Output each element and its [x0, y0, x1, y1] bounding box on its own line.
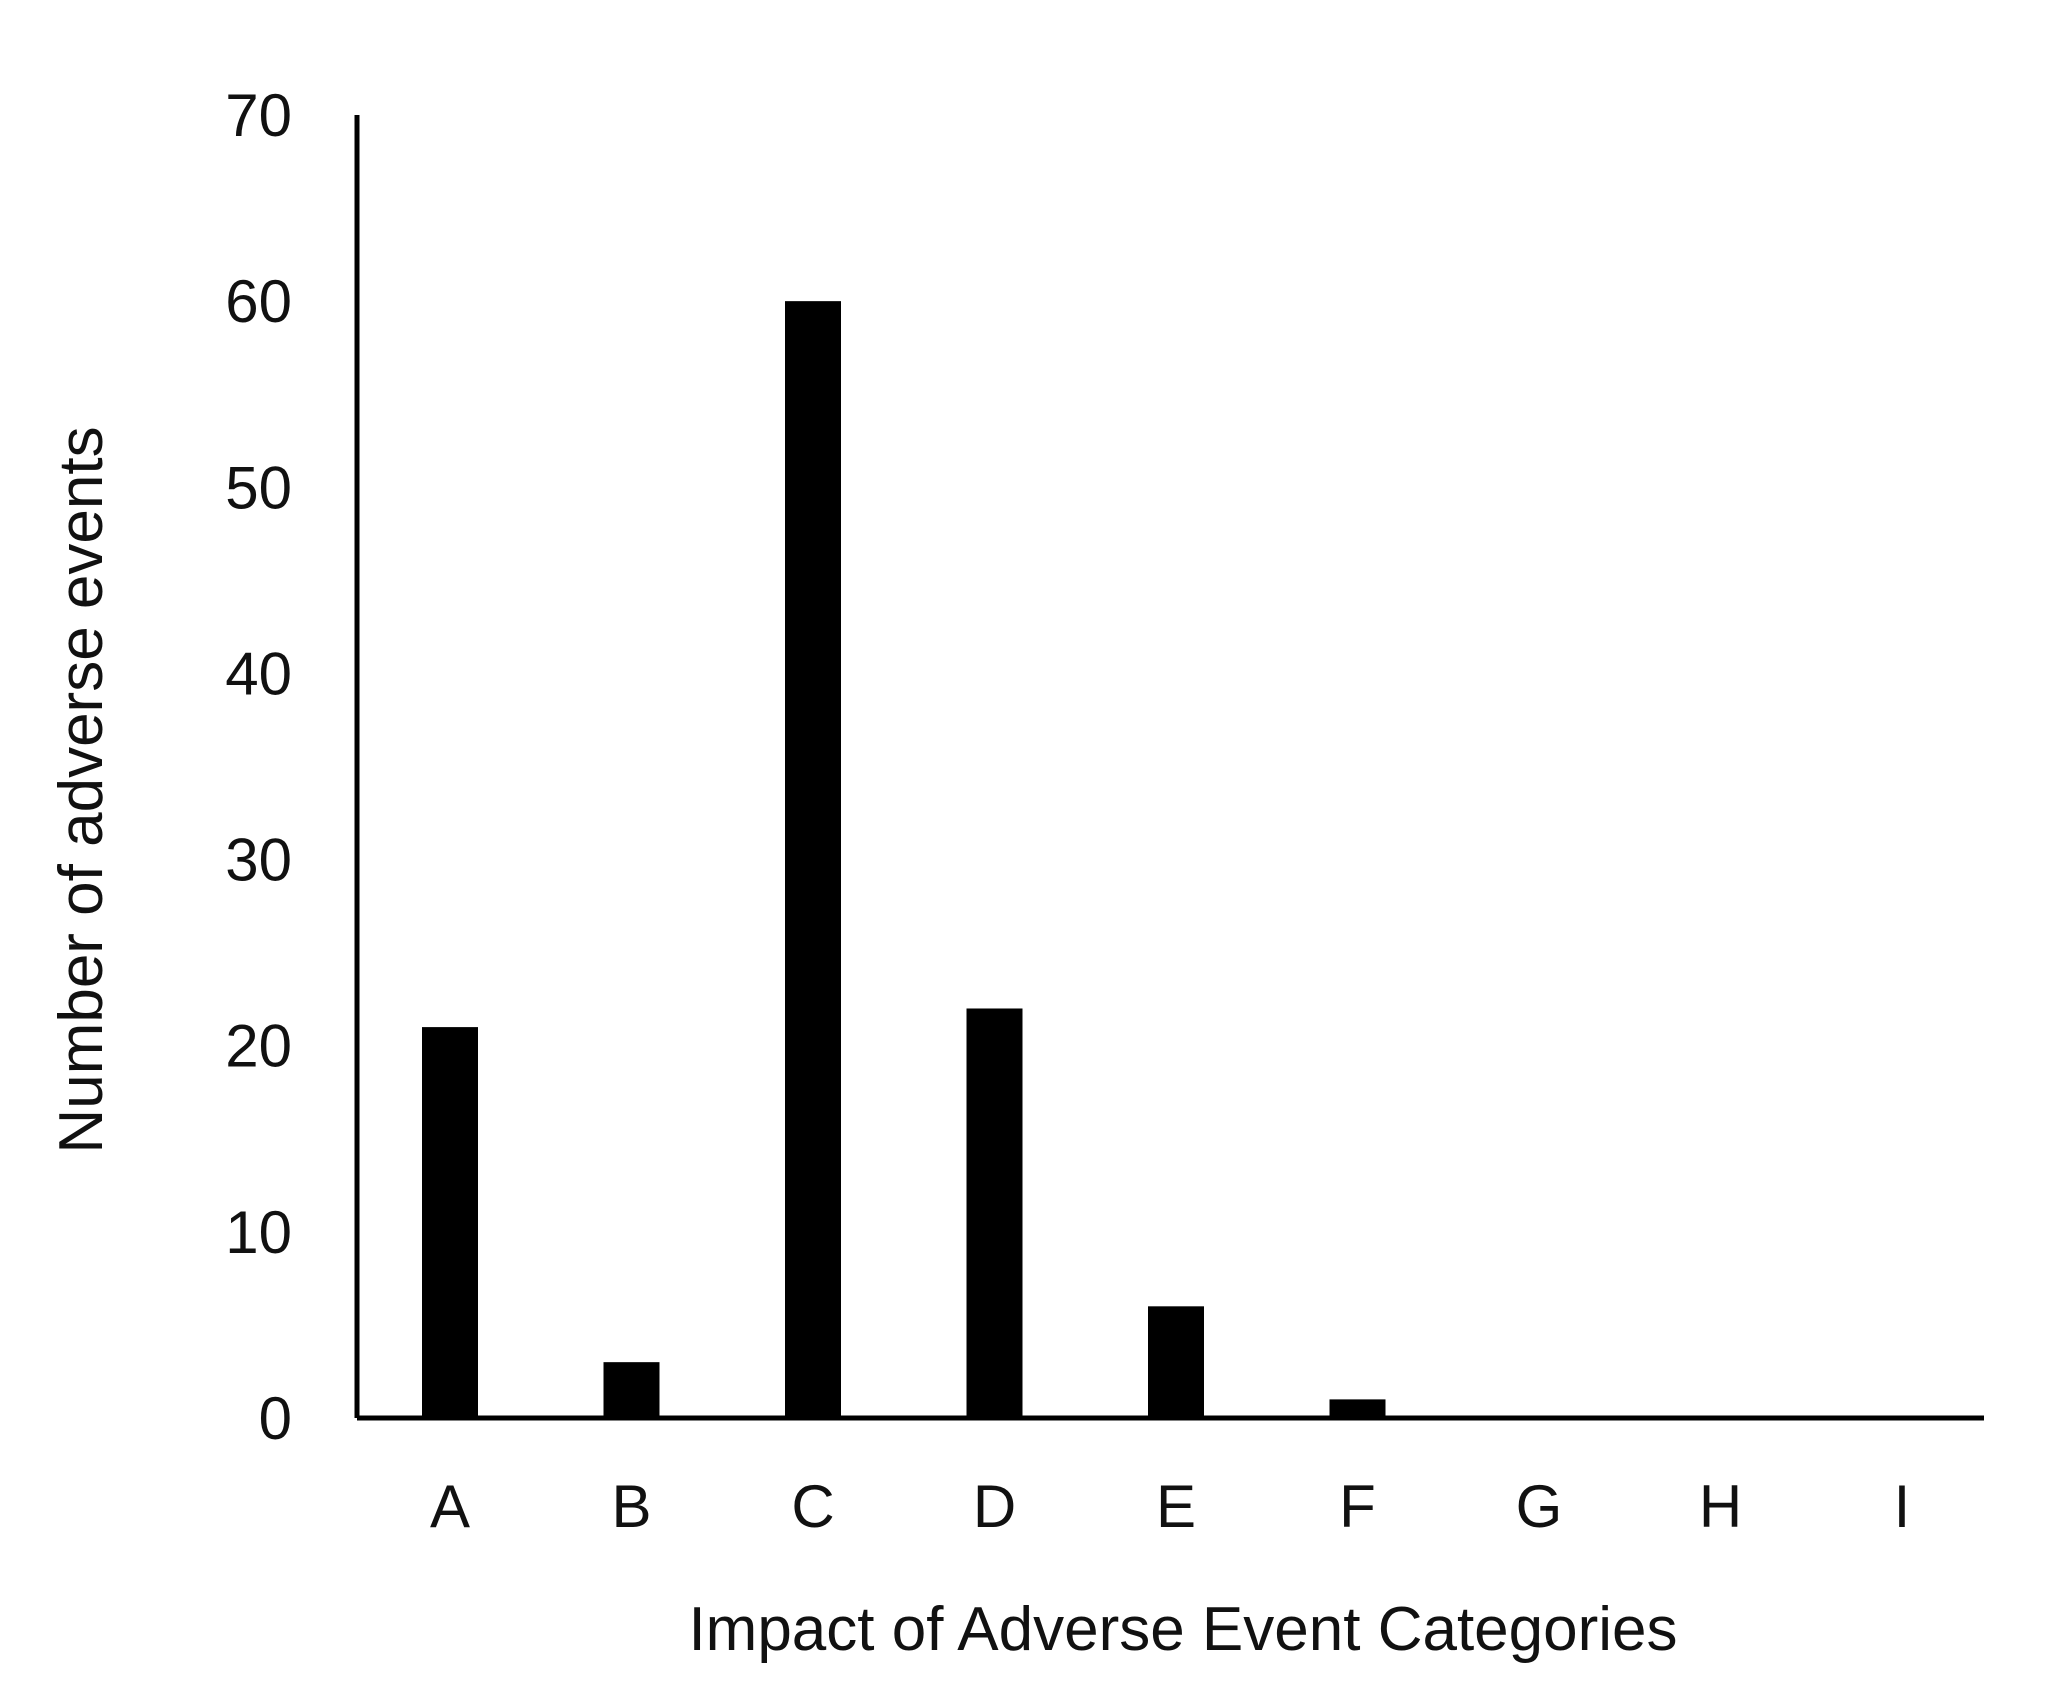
- x-tick-label: F: [1339, 1473, 1376, 1540]
- x-tick-label: A: [430, 1473, 470, 1540]
- bar-c: [785, 301, 841, 1419]
- x-axis-title: Impact of Adverse Event Categories: [688, 1595, 1677, 1664]
- x-tick-label: H: [1699, 1473, 1742, 1540]
- y-tick-label: 40: [225, 640, 292, 707]
- x-tick-label: C: [791, 1473, 834, 1540]
- y-tick-label: 10: [225, 1199, 292, 1266]
- y-tick-label: 30: [225, 827, 292, 894]
- y-tick-label: 70: [225, 82, 292, 149]
- x-tick-label: B: [611, 1473, 651, 1540]
- x-axis-ticks: A B C D E F G H I: [430, 1473, 1910, 1540]
- y-axis-title: Number of adverse events: [47, 426, 116, 1153]
- bars: [422, 301, 1386, 1419]
- y-axis-ticks: 0 10 20 30 40 50 60 70: [225, 82, 292, 1452]
- x-tick-label: E: [1156, 1473, 1196, 1540]
- y-tick-label: 20: [225, 1013, 292, 1080]
- y-tick-label: 60: [225, 268, 292, 335]
- bar-b: [603, 1362, 660, 1418]
- x-tick-label: G: [1516, 1473, 1563, 1540]
- bar-a: [422, 1027, 478, 1418]
- x-tick-label: I: [1894, 1473, 1911, 1540]
- x-tick-label: D: [973, 1473, 1016, 1540]
- bar-f: [1329, 1399, 1386, 1418]
- bar-d: [966, 1008, 1023, 1418]
- bar-e: [1148, 1306, 1204, 1418]
- y-tick-label: 0: [259, 1385, 292, 1452]
- y-tick-label: 50: [225, 454, 292, 521]
